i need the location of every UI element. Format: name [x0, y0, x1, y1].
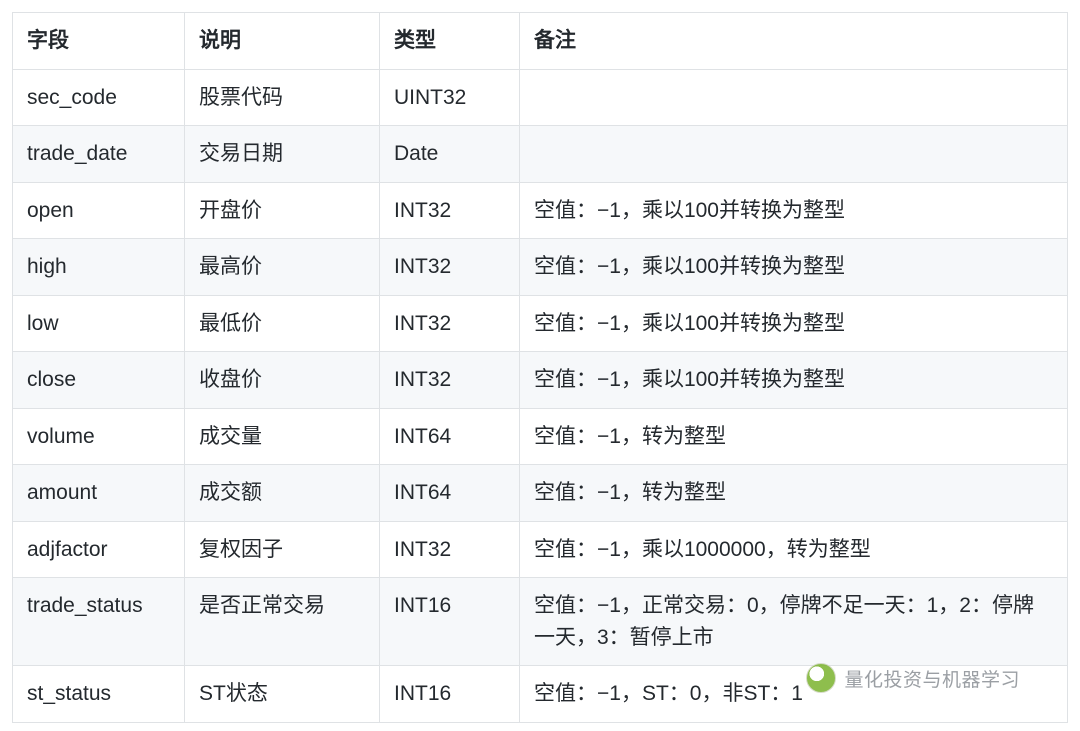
table-header-row: 字段 说明 类型 备注 — [13, 13, 1068, 70]
cell-field: st_status — [13, 666, 185, 723]
cell-field: trade_date — [13, 126, 185, 183]
cell-type: UINT32 — [380, 69, 520, 126]
cell-desc: 股票代码 — [185, 69, 380, 126]
table-row: sec_code股票代码UINT32 — [13, 69, 1068, 126]
cell-field: volume — [13, 408, 185, 465]
cell-desc: 开盘价 — [185, 182, 380, 239]
cell-field: close — [13, 352, 185, 409]
cell-type: INT32 — [380, 295, 520, 352]
cell-note: 空值：−1，乘以100并转换为整型 — [520, 239, 1068, 296]
cell-note: 空值：−1，ST：0，非ST：1 — [520, 666, 1068, 723]
cell-note: 空值：−1，转为整型 — [520, 408, 1068, 465]
cell-note — [520, 126, 1068, 183]
cell-note: 空值：−1，乘以100并转换为整型 — [520, 182, 1068, 239]
table-row: high最高价INT32空值：−1，乘以100并转换为整型 — [13, 239, 1068, 296]
table-row: open开盘价INT32空值：−1，乘以100并转换为整型 — [13, 182, 1068, 239]
cell-desc: 是否正常交易 — [185, 578, 380, 666]
cell-note: 空值：−1，乘以1000000，转为整型 — [520, 521, 1068, 578]
cell-desc: 最低价 — [185, 295, 380, 352]
cell-type: INT16 — [380, 666, 520, 723]
cell-type: Date — [380, 126, 520, 183]
field-spec-table: 字段 说明 类型 备注 sec_code股票代码UINT32trade_date… — [12, 12, 1068, 723]
cell-type: INT32 — [380, 352, 520, 409]
cell-field: amount — [13, 465, 185, 522]
header-note: 备注 — [520, 13, 1068, 70]
table-row: trade_date交易日期Date — [13, 126, 1068, 183]
cell-note: 空值：−1，正常交易：0，停牌不足一天：1，2：停牌一天，3：暂停上市 — [520, 578, 1068, 666]
header-field: 字段 — [13, 13, 185, 70]
cell-type: INT32 — [380, 182, 520, 239]
cell-field: high — [13, 239, 185, 296]
table-row: close收盘价INT32空值：−1，乘以100并转换为整型 — [13, 352, 1068, 409]
cell-type: INT64 — [380, 465, 520, 522]
cell-desc: 交易日期 — [185, 126, 380, 183]
table-row: volume成交量INT64空值：−1，转为整型 — [13, 408, 1068, 465]
cell-note: 空值：−1，乘以100并转换为整型 — [520, 295, 1068, 352]
cell-field: trade_status — [13, 578, 185, 666]
header-type: 类型 — [380, 13, 520, 70]
table-row: amount成交额INT64空值：−1，转为整型 — [13, 465, 1068, 522]
table-row: trade_status是否正常交易INT16空值：−1，正常交易：0，停牌不足… — [13, 578, 1068, 666]
cell-type: INT16 — [380, 578, 520, 666]
cell-type: INT32 — [380, 239, 520, 296]
cell-type: INT64 — [380, 408, 520, 465]
cell-field: adjfactor — [13, 521, 185, 578]
header-desc: 说明 — [185, 13, 380, 70]
cell-field: open — [13, 182, 185, 239]
cell-desc: 收盘价 — [185, 352, 380, 409]
cell-type: INT32 — [380, 521, 520, 578]
cell-field: sec_code — [13, 69, 185, 126]
cell-desc: 成交量 — [185, 408, 380, 465]
cell-field: low — [13, 295, 185, 352]
cell-desc: 成交额 — [185, 465, 380, 522]
cell-note: 空值：−1，乘以100并转换为整型 — [520, 352, 1068, 409]
cell-desc: 最高价 — [185, 239, 380, 296]
table-row: low最低价INT32空值：−1，乘以100并转换为整型 — [13, 295, 1068, 352]
cell-desc: ST状态 — [185, 666, 380, 723]
cell-desc: 复权因子 — [185, 521, 380, 578]
table-row: adjfactor复权因子INT32空值：−1，乘以1000000，转为整型 — [13, 521, 1068, 578]
cell-note — [520, 69, 1068, 126]
table-row: st_statusST状态INT16空值：−1，ST：0，非ST：1 — [13, 666, 1068, 723]
cell-note: 空值：−1，转为整型 — [520, 465, 1068, 522]
